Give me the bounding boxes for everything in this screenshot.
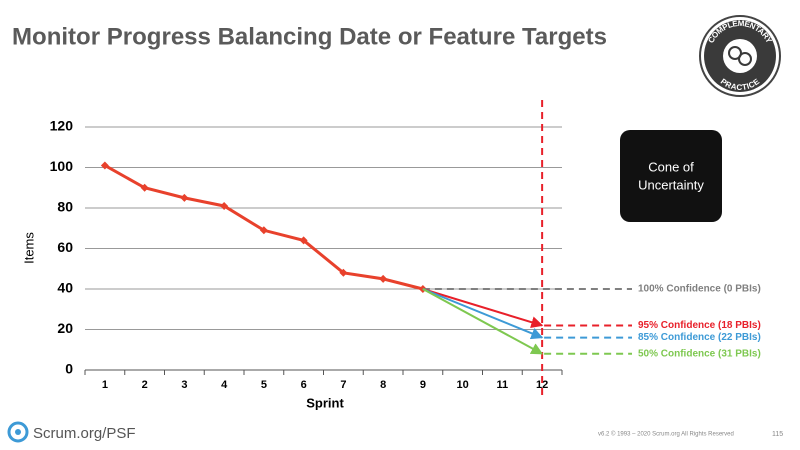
x-tick-label: 7 — [340, 379, 346, 391]
x-tick-label: 6 — [301, 379, 307, 391]
point — [140, 183, 149, 192]
callout: Cone of Uncertainty — [620, 130, 722, 222]
point — [180, 193, 189, 202]
footer-copyright: v6.2 © 1993 – 2020 Scrum.org All Rights … — [598, 431, 734, 438]
x-tick-label: 4 — [221, 379, 228, 391]
page-number: 115 — [772, 431, 783, 438]
y-axis-label: Items — [21, 232, 36, 264]
y-tick-label: 20 — [57, 320, 73, 336]
x-tick-label: 11 — [497, 379, 509, 391]
callout-line: Cone of — [648, 159, 694, 174]
x-tick-label: 1 — [102, 379, 108, 391]
y-tick-label: 60 — [57, 239, 73, 255]
projection-line — [422, 288, 544, 355]
point — [339, 268, 348, 277]
y-tick-label: 100 — [50, 158, 74, 174]
x-tick-label: 9 — [420, 379, 426, 391]
y-tick-label: 120 — [50, 118, 74, 134]
x-tick-label: 2 — [142, 379, 148, 391]
footer-brand: Scrum.org/PSF — [33, 425, 136, 442]
slide-title: Monitor Progress Balancing Date or Featu… — [12, 23, 607, 50]
x-axis-label: Sprint — [306, 395, 344, 410]
x-tick-label: 12 — [536, 379, 548, 391]
y-tick-label: 40 — [57, 280, 73, 296]
projection-label: 95% Confidence (18 PBIs) — [638, 320, 761, 331]
projection-label: 85% Confidence (22 PBIs) — [638, 332, 761, 343]
badge: COMPLEMENTARY PRACTICE — [699, 15, 781, 97]
footer: Scrum.org/PSF v6.2 © 1993 – 2020 Scrum.o… — [7, 421, 783, 443]
x-tick-label: 8 — [380, 379, 386, 391]
x-tick-label: 10 — [457, 379, 469, 391]
point — [259, 226, 268, 235]
projection-label: 100% Confidence (0 PBIs) — [638, 284, 761, 295]
x-tick-label: 3 — [181, 379, 187, 391]
callout-line: Uncertainty — [638, 177, 704, 192]
y-tick-label: 80 — [57, 199, 73, 215]
point — [299, 236, 308, 245]
point — [379, 274, 388, 283]
projection-line — [422, 288, 544, 329]
projection-label: 50% Confidence (31 PBIs) — [638, 348, 761, 359]
x-tick-label: 5 — [261, 379, 267, 391]
y-tick-label: 0 — [65, 361, 73, 377]
point — [100, 161, 109, 170]
projection-line — [422, 288, 544, 340]
point — [220, 201, 229, 210]
